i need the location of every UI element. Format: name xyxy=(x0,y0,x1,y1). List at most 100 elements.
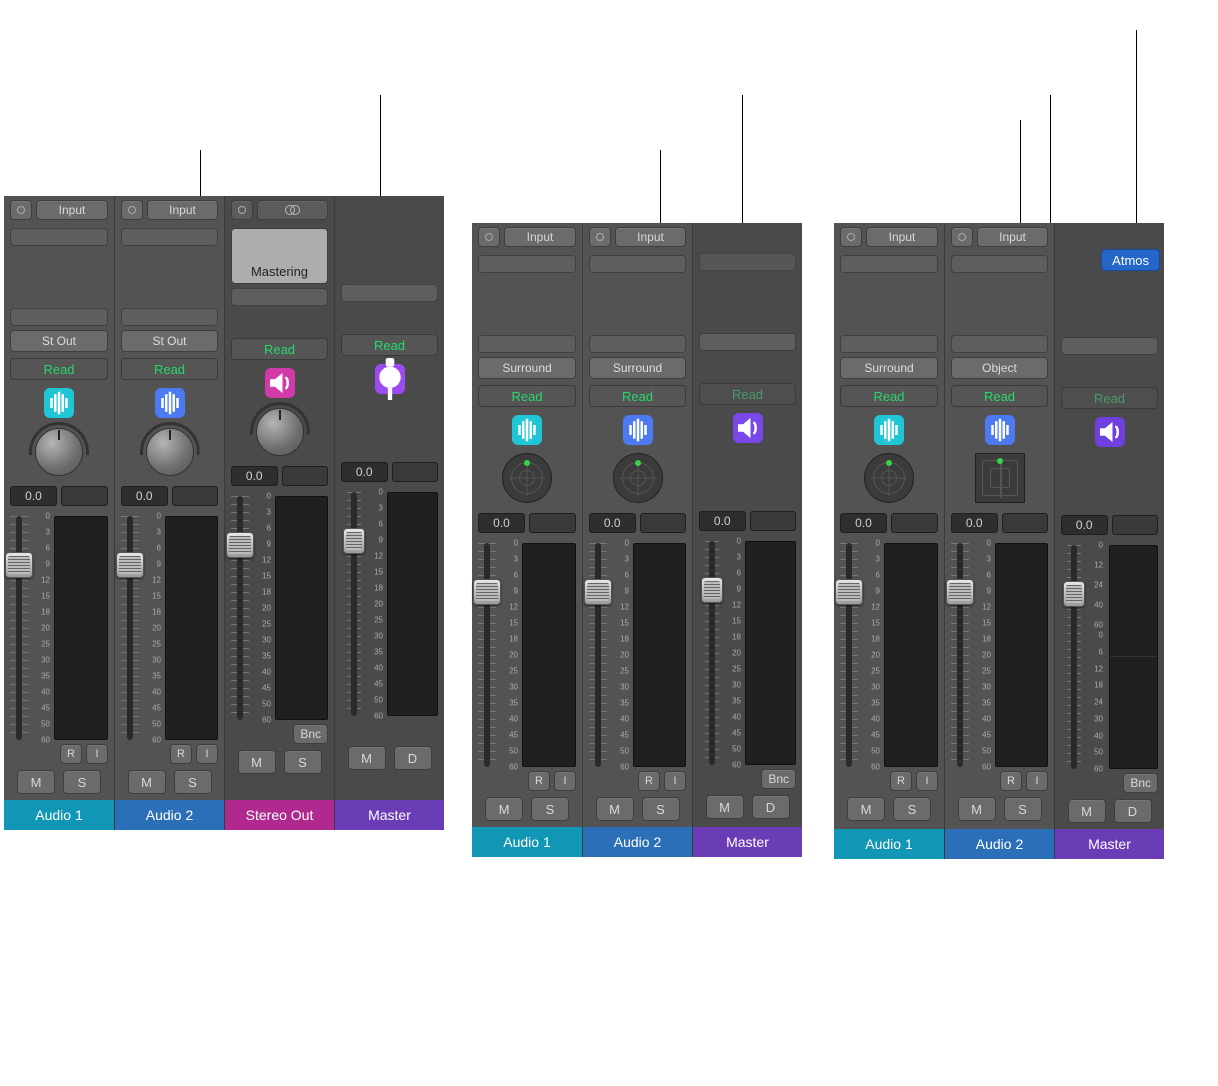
mute-button[interactable]: M xyxy=(596,797,634,821)
output-button[interactable]: St Out xyxy=(10,330,108,352)
fader-slot[interactable] xyxy=(237,496,243,720)
send-slot[interactable] xyxy=(231,288,328,306)
input-button[interactable]: Input xyxy=(147,200,218,220)
mute-button[interactable]: M xyxy=(17,770,55,794)
fader-cap[interactable] xyxy=(946,579,974,605)
bnc-button[interactable]: Bnc xyxy=(293,724,328,744)
send-slot[interactable] xyxy=(699,333,796,351)
track-name[interactable]: Audio 1 xyxy=(834,829,944,859)
fader-slot[interactable] xyxy=(846,543,852,767)
wave-icon[interactable] xyxy=(512,415,542,445)
peak-value[interactable] xyxy=(282,466,329,486)
format-button[interactable] xyxy=(231,200,253,220)
r-button[interactable]: R xyxy=(528,771,550,791)
solo-button[interactable]: S xyxy=(642,797,680,821)
insert-slot[interactable] xyxy=(589,255,686,273)
input-format-button[interactable] xyxy=(10,200,32,220)
track-name[interactable]: Audio 1 xyxy=(4,800,114,830)
i-button[interactable]: I xyxy=(86,744,108,764)
insert-slot[interactable] xyxy=(699,253,796,271)
send-slot[interactable] xyxy=(10,308,108,326)
input-button[interactable]: Input xyxy=(36,200,108,220)
mastering-plugin[interactable]: Mastering xyxy=(231,228,328,284)
insert-slot[interactable] xyxy=(10,228,108,246)
send-slot[interactable] xyxy=(840,335,938,353)
solo-button[interactable]: S xyxy=(1004,797,1042,821)
solo-button[interactable]: S xyxy=(63,770,101,794)
atmos-button[interactable]: Atmos xyxy=(1101,249,1160,271)
gain-value[interactable]: 0.0 xyxy=(478,513,525,533)
mute-button[interactable]: M xyxy=(847,797,885,821)
object-panner[interactable] xyxy=(975,453,1025,503)
wave-icon[interactable] xyxy=(985,415,1015,445)
speaker-icon[interactable] xyxy=(1095,417,1125,447)
gain-value[interactable]: 0.0 xyxy=(840,513,887,533)
dim-button[interactable]: D xyxy=(1114,799,1152,823)
gain-value[interactable]: 0.0 xyxy=(341,462,388,482)
r-button[interactable]: R xyxy=(60,744,82,764)
fader-slot[interactable] xyxy=(127,516,133,740)
fader-slot[interactable] xyxy=(16,516,22,740)
track-name[interactable]: Audio 2 xyxy=(583,827,692,857)
stereo-button[interactable] xyxy=(257,200,328,220)
insert-slot[interactable] xyxy=(840,255,938,273)
input-button[interactable]: Input xyxy=(866,227,938,247)
i-button[interactable]: I xyxy=(664,771,686,791)
input-format-button[interactable] xyxy=(121,200,143,220)
solo-button[interactable]: S xyxy=(284,750,322,774)
output-button[interactable]: Surround xyxy=(589,357,686,379)
surround-panner[interactable] xyxy=(502,453,552,503)
mute-button[interactable]: M xyxy=(485,797,523,821)
mute-button[interactable]: M xyxy=(958,797,996,821)
track-name[interactable]: Master xyxy=(693,827,802,857)
surround-panner[interactable] xyxy=(864,453,914,503)
mute-button[interactable]: M xyxy=(238,750,276,774)
fader-slot[interactable] xyxy=(484,543,490,767)
fader-cap[interactable] xyxy=(584,579,612,605)
automation-mode-button[interactable]: Read xyxy=(1061,387,1158,409)
input-button[interactable]: Input xyxy=(615,227,686,247)
input-button[interactable]: Input xyxy=(504,227,576,247)
solo-button[interactable]: S xyxy=(893,797,931,821)
output-button[interactable]: Surround xyxy=(478,357,576,379)
input-format-button[interactable] xyxy=(589,227,611,247)
fader-cap[interactable] xyxy=(473,579,501,605)
peak-value[interactable] xyxy=(61,486,108,506)
mute-button[interactable]: M xyxy=(348,746,386,770)
automation-mode-button[interactable]: Read xyxy=(840,385,938,407)
peak-value[interactable] xyxy=(172,486,219,506)
gain-value[interactable]: 0.0 xyxy=(10,486,57,506)
fader-cap[interactable] xyxy=(1063,581,1085,607)
gain-value[interactable]: 0.0 xyxy=(231,466,278,486)
send-slot[interactable] xyxy=(341,284,438,302)
mute-button[interactable]: M xyxy=(1068,799,1106,823)
input-format-button[interactable] xyxy=(478,227,500,247)
wave-icon[interactable] xyxy=(874,415,904,445)
input-button[interactable]: Input xyxy=(977,227,1048,247)
peak-value[interactable] xyxy=(529,513,576,533)
dim-button[interactable]: D xyxy=(394,746,432,770)
fader-cap[interactable] xyxy=(701,577,723,603)
r-button[interactable]: R xyxy=(1000,771,1022,791)
fader-cap[interactable] xyxy=(116,552,144,578)
speaker-icon[interactable] xyxy=(265,368,295,398)
bnc-button[interactable]: Bnc xyxy=(761,769,796,789)
surround-panner[interactable] xyxy=(613,453,663,503)
track-name[interactable]: Audio 2 xyxy=(945,829,1054,859)
send-slot[interactable] xyxy=(121,308,218,326)
fader-slot[interactable] xyxy=(709,541,715,765)
track-name[interactable]: Master xyxy=(335,800,444,830)
fader-cap[interactable] xyxy=(835,579,863,605)
gain-value[interactable]: 0.0 xyxy=(951,513,998,533)
r-button[interactable]: R xyxy=(170,744,192,764)
i-button[interactable]: I xyxy=(916,771,938,791)
output-button[interactable]: St Out xyxy=(121,330,218,352)
peak-value[interactable] xyxy=(392,462,439,482)
pan-knob[interactable] xyxy=(146,428,194,476)
wave-icon[interactable] xyxy=(623,415,653,445)
fader-slot[interactable] xyxy=(595,543,601,767)
input-format-button[interactable] xyxy=(951,227,973,247)
fader-cap[interactable] xyxy=(343,528,365,554)
i-button[interactable]: I xyxy=(554,771,576,791)
gain-value[interactable]: 0.0 xyxy=(589,513,636,533)
